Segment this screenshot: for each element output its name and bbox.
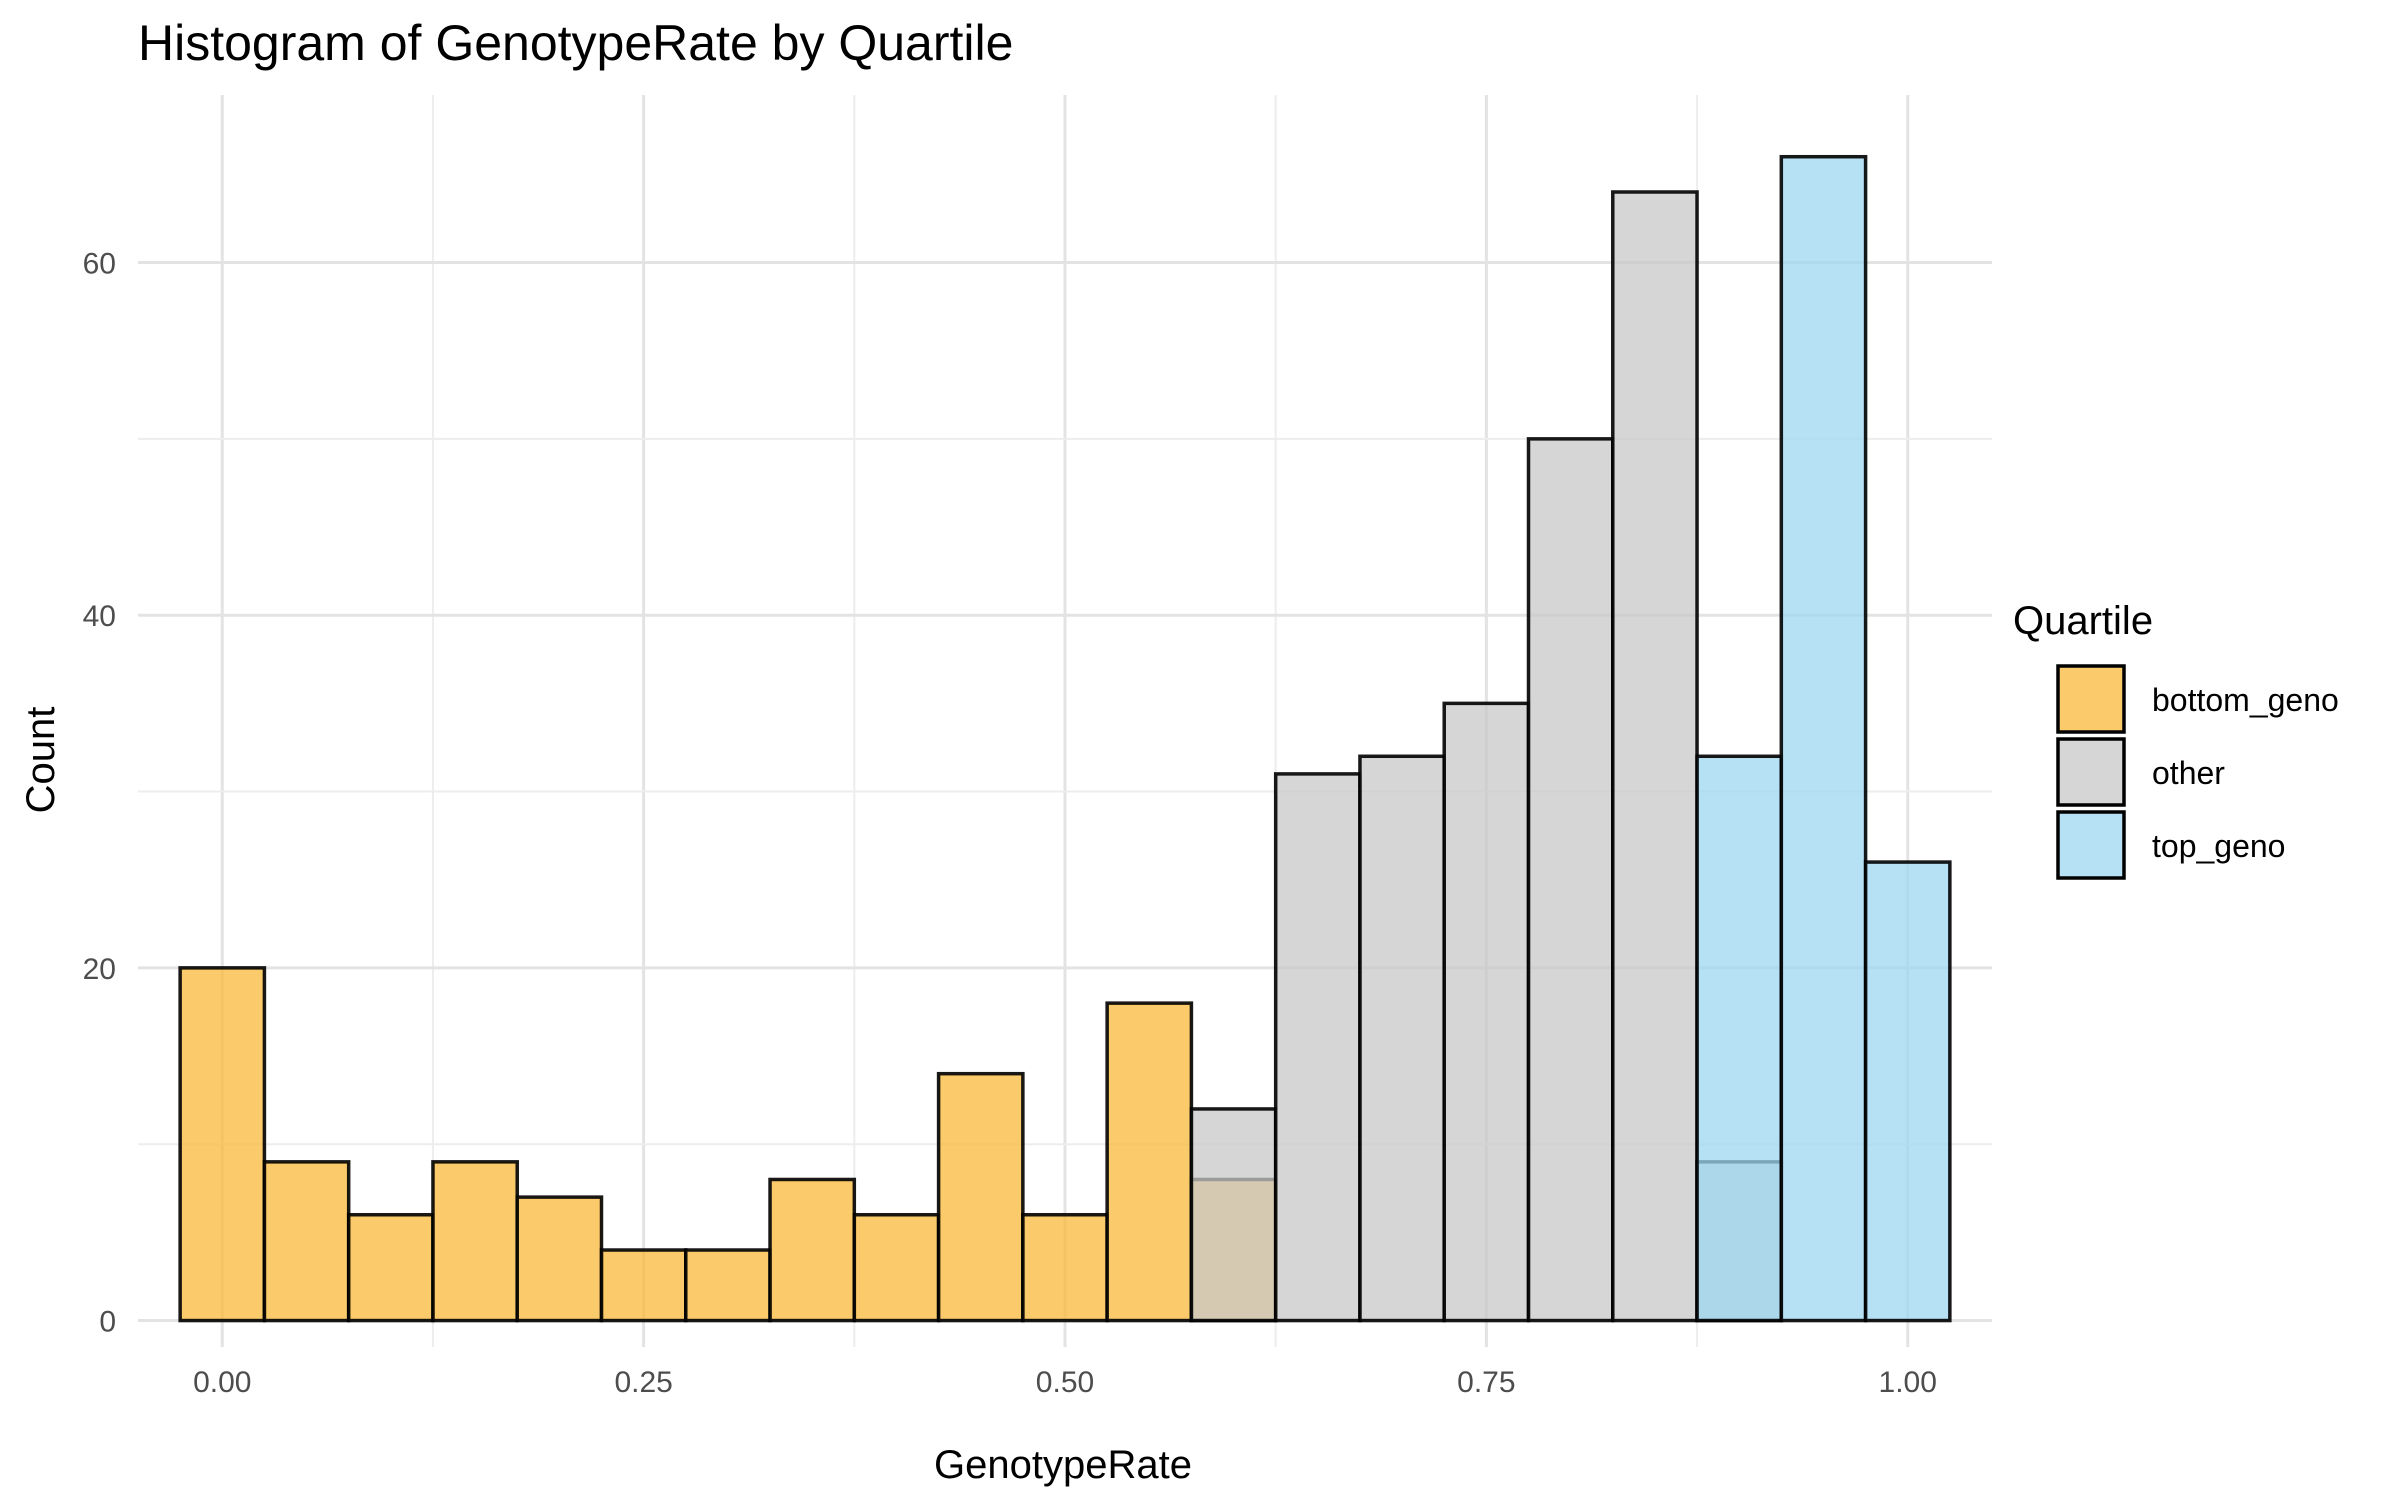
x-tick-label: 1.00 <box>1879 1366 1937 1399</box>
x-axis-title: GenotypeRate <box>934 1443 1192 1487</box>
histogram-bar-top_geno <box>1779 154 1868 1323</box>
y-axis-title: Count <box>19 707 63 814</box>
legend-swatch-other <box>2056 737 2126 807</box>
x-tick-labels: 0.00 0.25 0.50 0.75 1.00 <box>193 1366 1937 1399</box>
histogram-bar-bottom_geno <box>262 1160 351 1323</box>
y-tick-label: 0 <box>99 1306 116 1339</box>
legend-swatch-bottom_geno <box>2056 664 2126 734</box>
legend-label-bottom_geno: bottom_geno <box>2152 682 2339 718</box>
legend-swatch-top_geno <box>2056 810 2126 880</box>
histogram-bar-other <box>1358 754 1446 1323</box>
histogram-bar-bottom_geno <box>1105 1001 1194 1323</box>
y-tick-labels: 0 20 40 60 <box>83 248 116 1339</box>
histogram-bar-bottom_geno <box>768 1177 857 1323</box>
histogram-bar-bottom_geno <box>599 1248 688 1323</box>
histogram-bars <box>178 154 1952 1323</box>
histogram-bar-other <box>1526 437 1615 1323</box>
histogram-bar-bottom_geno <box>515 1195 604 1323</box>
y-tick-label: 40 <box>83 600 116 633</box>
histogram-bar-other <box>1611 190 1699 1323</box>
histogram-bar-bottom_geno <box>936 1071 1025 1323</box>
histogram-bar-bottom_geno <box>852 1212 941 1323</box>
y-tick-label: 60 <box>83 248 116 281</box>
y-tick-label: 20 <box>83 953 116 986</box>
x-tick-label: 0.00 <box>193 1366 251 1399</box>
histogram-bar-other <box>1273 772 1362 1323</box>
x-tick-label: 0.50 <box>1036 1366 1094 1399</box>
x-tick-label: 0.25 <box>614 1366 672 1399</box>
histogram-bar-top_geno <box>1863 860 1952 1323</box>
histogram-bar-other <box>1442 701 1531 1323</box>
histogram-bar-other <box>1189 1107 1278 1323</box>
chart-title: Histogram of GenotypeRate by Quartile <box>138 15 1013 71</box>
histogram-bar-bottom_geno <box>178 966 267 1323</box>
legend-label-other: other <box>2152 755 2225 791</box>
histogram-bar-bottom_geno <box>684 1248 772 1323</box>
x-tick-label: 0.75 <box>1457 1366 1515 1399</box>
histogram-bar-bottom_geno <box>346 1212 435 1323</box>
histogram-bar-bottom_geno <box>1021 1212 1109 1323</box>
histogram-bar-top_geno <box>1695 754 1784 1323</box>
histogram-bar-bottom_geno <box>431 1160 519 1323</box>
legend-label-top_geno: top_geno <box>2152 828 2285 864</box>
legend-title: Quartile <box>2013 599 2153 643</box>
